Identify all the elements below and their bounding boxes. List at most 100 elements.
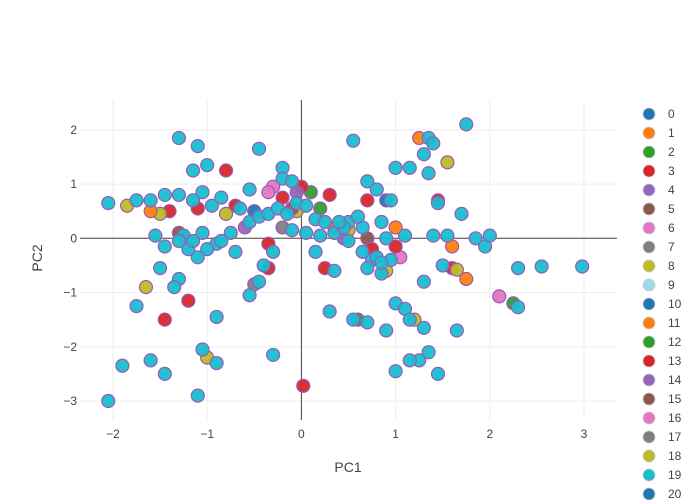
y-axis-title: PC2 — [29, 244, 45, 271]
legend-marker — [642, 449, 656, 463]
data-point-series-19 — [152, 261, 168, 276]
data-point-series-3 — [296, 378, 311, 393]
data-point-series-19 — [350, 209, 366, 224]
data-point-series-19 — [101, 393, 116, 409]
legend-label: 4 — [668, 183, 675, 197]
legend-label: 18 — [668, 449, 682, 463]
data-point-series-19 — [214, 190, 229, 205]
data-point-series-19 — [195, 225, 210, 240]
data-point-series-19 — [200, 242, 215, 257]
legend-marker — [642, 259, 656, 273]
data-point-series-19 — [256, 258, 271, 273]
data-point-series-3 — [218, 163, 234, 178]
data-point-series-19 — [313, 228, 328, 243]
data-point-series-19 — [209, 309, 224, 325]
legend-marker — [642, 487, 656, 500]
data-point-series-19 — [355, 244, 370, 259]
data-point-series-18 — [218, 206, 234, 221]
data-point-series-19 — [426, 136, 441, 151]
data-point-series-19 — [360, 261, 375, 276]
y-tick-label: 0 — [70, 231, 77, 245]
x-tick-labels: −2 −1 0 1 2 3 — [106, 427, 588, 441]
legend-marker — [642, 145, 656, 159]
y-tick-label: −2 — [63, 340, 77, 354]
data-point-series-19 — [421, 166, 436, 181]
data-point-series-19 — [426, 228, 441, 243]
data-point-series-19 — [430, 366, 446, 381]
data-points — [101, 117, 590, 409]
legend-marker — [642, 221, 656, 235]
x-tick-label: −1 — [200, 427, 214, 441]
data-point-series-19 — [167, 280, 182, 295]
data-point-series-19 — [360, 174, 375, 189]
x-tick-label: −2 — [106, 427, 120, 441]
data-point-series-19 — [185, 193, 201, 208]
data-point-series-19 — [468, 231, 483, 246]
data-point-series-19 — [204, 198, 219, 213]
data-point-series-19 — [200, 157, 215, 173]
data-point-series-8 — [138, 280, 154, 295]
data-point-series-19 — [284, 223, 300, 238]
y-tick-label: −3 — [63, 394, 77, 408]
data-point-series-19 — [308, 244, 323, 259]
data-point-series-19 — [534, 259, 549, 274]
data-point-series-19 — [190, 250, 205, 265]
data-point-series-19 — [195, 185, 210, 200]
legend-label: 14 — [668, 373, 682, 387]
data-point-series-3 — [360, 193, 375, 208]
data-point-series-19 — [454, 206, 469, 221]
legend-label: 15 — [668, 392, 682, 406]
data-point-series-19 — [416, 147, 431, 162]
data-point-series-19 — [397, 228, 413, 243]
y-tick-label: 2 — [70, 123, 77, 137]
data-point-series-19 — [214, 233, 229, 249]
legend-label: 20 — [668, 487, 682, 500]
legend-marker — [642, 354, 656, 368]
y-tick-labels: −3 −2 −1 0 1 2 — [63, 123, 77, 408]
data-point-series-19 — [379, 323, 394, 338]
data-point-series-1 — [388, 220, 403, 235]
data-point-series-16 — [261, 185, 276, 200]
data-point-series-19 — [440, 228, 455, 243]
x-tick-label: 3 — [581, 427, 588, 441]
data-point-series-19 — [223, 225, 238, 240]
legend-marker — [642, 202, 656, 216]
data-point-series-19 — [233, 201, 248, 216]
data-point-series-19 — [383, 193, 398, 208]
legend-label: 10 — [668, 297, 682, 311]
legend-marker — [642, 335, 656, 349]
data-point-series-19 — [388, 160, 403, 175]
data-point-series-19 — [360, 315, 375, 330]
legend-label: 2 — [668, 145, 675, 159]
data-point-series-19 — [575, 259, 590, 274]
data-point-series-19 — [379, 231, 394, 246]
data-point-series-8 — [440, 155, 455, 170]
data-point-series-3 — [181, 293, 196, 308]
data-point-series-19 — [143, 353, 158, 368]
data-point-series-19 — [322, 304, 337, 319]
data-point-series-3 — [157, 312, 172, 327]
legend-marker — [642, 164, 656, 178]
legend-label: 11 — [668, 316, 681, 330]
legend-label: 17 — [668, 430, 682, 444]
legend-label: 19 — [668, 468, 682, 482]
data-point-series-19 — [416, 274, 431, 289]
legend-marker — [642, 373, 656, 387]
legend-label: 1 — [668, 126, 675, 140]
data-point-series-19 — [317, 214, 333, 230]
data-point-series-19 — [299, 225, 314, 240]
data-point-series-19 — [510, 261, 526, 276]
data-point-series-19 — [421, 345, 436, 360]
data-point-series-19 — [251, 274, 267, 289]
data-point-series-13 — [388, 239, 403, 254]
legend-marker — [642, 316, 656, 330]
data-point-series-19 — [374, 214, 389, 230]
data-point-series-19 — [402, 312, 417, 327]
data-point-series-19 — [171, 233, 187, 249]
legend-marker — [642, 430, 656, 444]
data-point-series-19 — [242, 182, 257, 197]
data-point-series-19 — [129, 193, 144, 208]
data-point-series-19 — [157, 239, 172, 254]
data-point-series-19 — [195, 342, 210, 357]
data-point-series-19 — [459, 117, 474, 132]
